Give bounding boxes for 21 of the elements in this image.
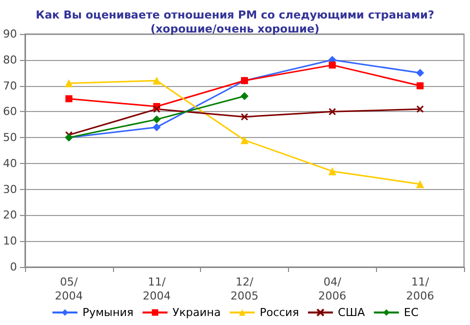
y-tick-label: 20 xyxy=(2,208,17,222)
y-tick-label: 70 xyxy=(2,79,17,92)
legend-label: ЕС xyxy=(404,306,419,319)
y-tick-label: 90 xyxy=(2,28,17,40)
x-tick-label: 11/ 2004 xyxy=(142,276,171,302)
legend-label: Россия xyxy=(260,306,299,319)
y-tick-label: 10 xyxy=(2,234,17,248)
legend-label: Украина xyxy=(172,306,221,319)
x-tick-label: 11/ 2006 xyxy=(406,276,434,302)
chart-title: Как Вы оцениваете отношения РМ со следующими странами? (хорошие/очень хорошие) xyxy=(36,8,434,36)
x-tick-label: 04/ 2006 xyxy=(318,276,346,302)
y-tick-label: 40 xyxy=(2,156,17,170)
x-tick-label: 12/ 2005 xyxy=(230,276,258,302)
legend-label: Румыния xyxy=(82,306,134,319)
legend-label: США xyxy=(338,306,366,319)
x-tick-label: 05/ 2004 xyxy=(54,276,83,302)
y-tick-label: 30 xyxy=(2,182,17,196)
y-tick-label: 0 xyxy=(10,260,17,274)
y-tick-label: 80 xyxy=(2,53,17,66)
y-tick-label: 60 xyxy=(2,105,17,118)
y-tick-label: 50 xyxy=(2,131,17,144)
